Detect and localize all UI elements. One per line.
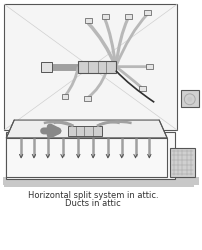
Bar: [4, 4, 177, 130]
Bar: [6, 132, 175, 180]
Bar: [125, 14, 132, 19]
Bar: [4, 180, 194, 187]
Bar: [6, 138, 167, 177]
Text: Horizontal split system in attic.: Horizontal split system in attic.: [28, 191, 158, 200]
Bar: [102, 14, 109, 19]
Bar: [146, 64, 153, 69]
Circle shape: [187, 97, 192, 102]
Bar: [41, 62, 52, 72]
Bar: [3, 178, 199, 185]
Bar: [62, 94, 68, 99]
Bar: [181, 90, 199, 107]
Polygon shape: [6, 120, 167, 138]
Bar: [68, 126, 102, 136]
Bar: [84, 96, 91, 101]
Text: Ducts in attic: Ducts in attic: [65, 198, 121, 207]
Bar: [170, 148, 195, 178]
Bar: [78, 61, 116, 72]
Bar: [139, 86, 146, 92]
Bar: [144, 10, 151, 15]
Bar: [85, 18, 92, 23]
